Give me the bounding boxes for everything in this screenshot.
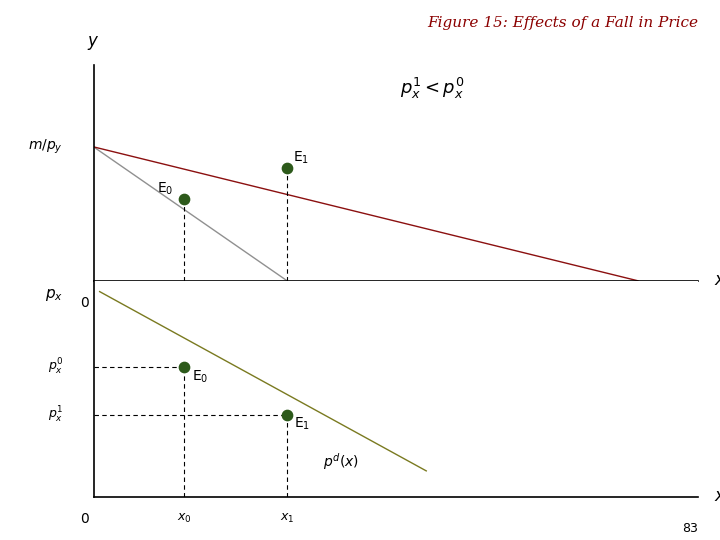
- Text: $\mathrm{E}_1$: $\mathrm{E}_1$: [294, 416, 310, 432]
- Text: $m/p_y$: $m/p_y$: [29, 138, 63, 156]
- Point: [179, 363, 190, 372]
- Text: $y$: $y$: [87, 34, 100, 52]
- Text: $p_x^0$: $p_x^0$: [48, 357, 63, 377]
- Text: $p_x^1 < p_x^0$: $p_x^1 < p_x^0$: [400, 76, 464, 100]
- Text: 83: 83: [683, 522, 698, 535]
- Text: $x$: $x$: [714, 272, 720, 289]
- Text: $0$: $0$: [80, 512, 89, 526]
- Text: Figure 15: Effects of a Fall in Price: Figure 15: Effects of a Fall in Price: [428, 16, 698, 30]
- Text: $\mathrm{E}_1$: $\mathrm{E}_1$: [293, 150, 310, 166]
- Text: $p_x$: $p_x$: [45, 287, 63, 303]
- Text: $x$: $x$: [714, 488, 720, 505]
- Text: $m/p_x^1$: $m/p_x^1$: [622, 296, 654, 316]
- Text: $p_x^1$: $p_x^1$: [48, 404, 63, 425]
- Text: $\mathrm{E}_0$: $\mathrm{E}_0$: [192, 368, 208, 384]
- Point: [282, 164, 293, 173]
- Text: $0$: $0$: [80, 296, 89, 310]
- Text: $\mathrm{E}_0$: $\mathrm{E}_0$: [157, 180, 174, 197]
- Text: $p^d(x)$: $p^d(x)$: [323, 451, 359, 472]
- Point: [282, 410, 293, 419]
- Text: $m/p_x^0$: $m/p_x^0$: [271, 296, 303, 316]
- Point: [179, 194, 190, 203]
- Text: $x_1$: $x_1$: [280, 512, 294, 525]
- Text: $x_0$: $x_0$: [177, 512, 192, 525]
